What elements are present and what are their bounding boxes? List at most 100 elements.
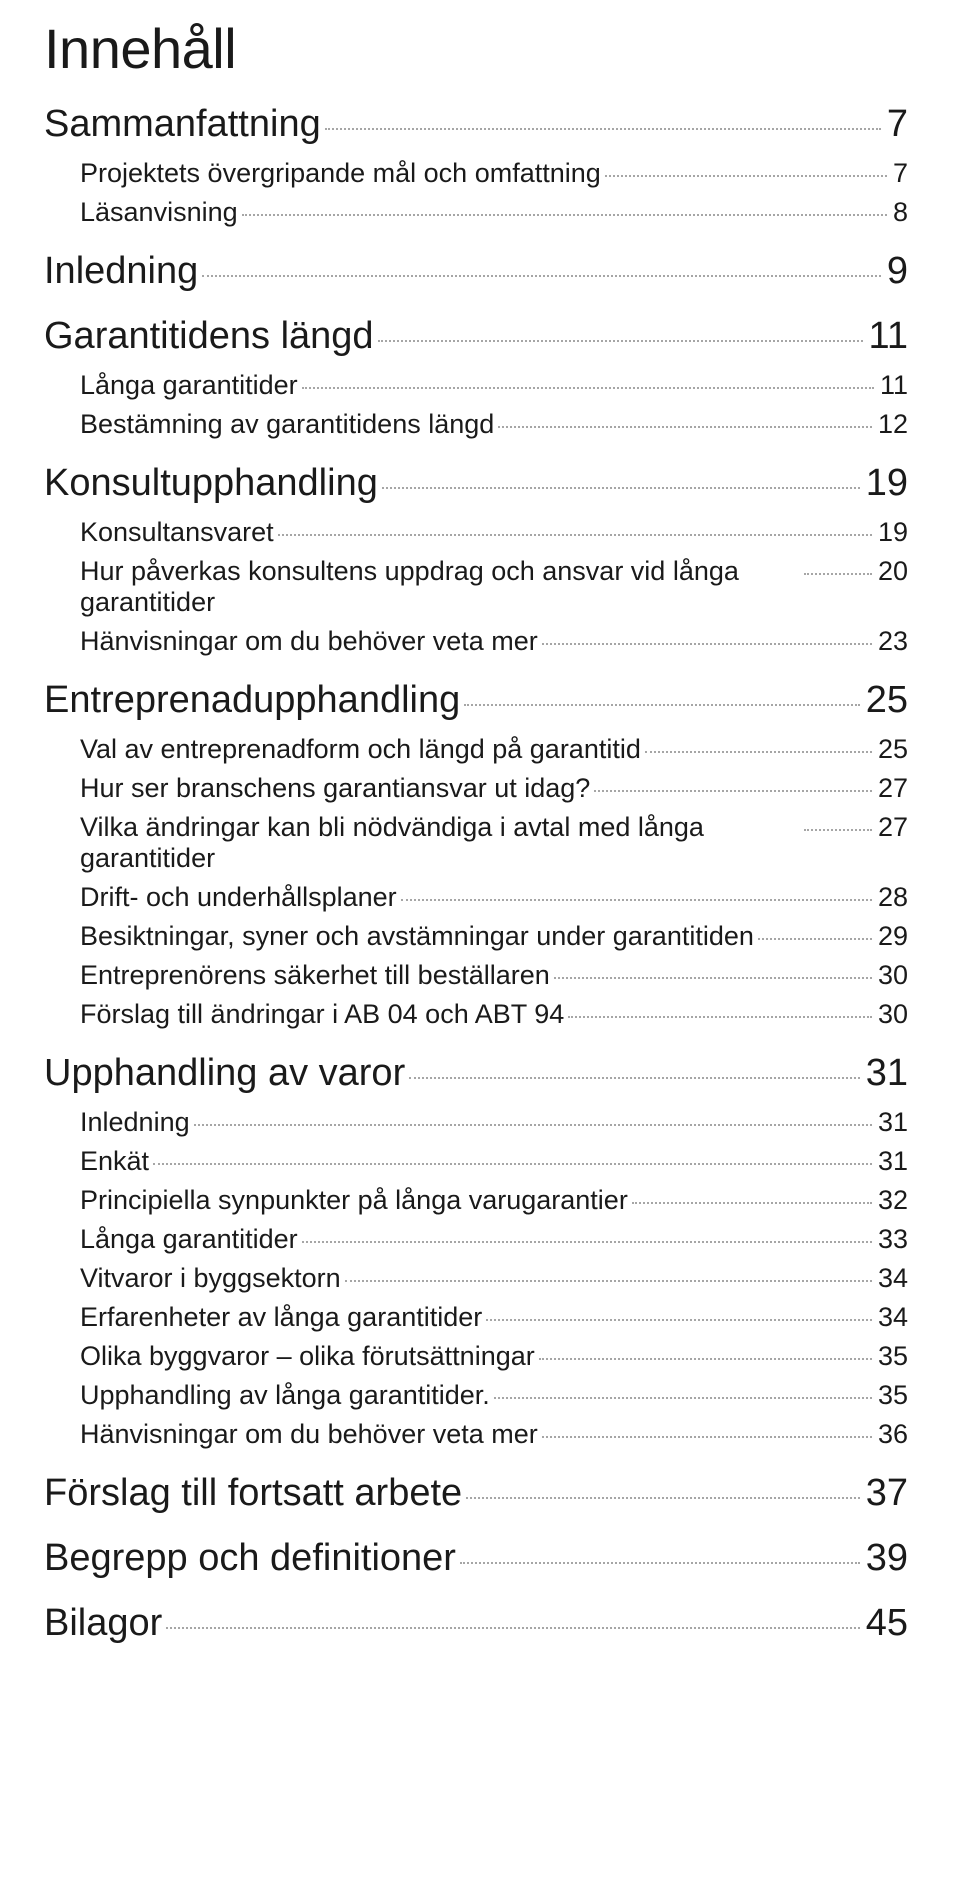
toc-entry[interactable]: Förslag till fortsatt arbete37 bbox=[44, 1472, 908, 1515]
toc-entry[interactable]: Sammanfattning 7 bbox=[44, 103, 908, 146]
toc-entry-page: 31 bbox=[866, 1052, 908, 1095]
toc-entry-label: Entreprenadupphandling bbox=[44, 679, 460, 722]
toc-entry-page: 28 bbox=[878, 882, 908, 913]
toc-leader bbox=[278, 534, 872, 536]
toc-entry-page: 23 bbox=[878, 626, 908, 657]
toc-entry-label: Förslag till fortsatt arbete bbox=[44, 1472, 462, 1515]
toc-entry-page: 36 bbox=[878, 1419, 908, 1450]
toc-entry-page: 30 bbox=[878, 960, 908, 991]
toc-entry[interactable]: Vitvaror i byggsektorn34 bbox=[44, 1263, 908, 1294]
toc-entry[interactable]: Garantitidens längd11 bbox=[44, 315, 908, 358]
toc-entry-page: 11 bbox=[869, 315, 908, 358]
toc-entry-label: Entreprenörens säkerhet till beställaren bbox=[80, 960, 550, 991]
toc-leader bbox=[486, 1319, 872, 1321]
toc-entry[interactable]: Entreprenörens säkerhet till beställaren… bbox=[44, 960, 908, 991]
toc-entry-label: Begrepp och definitioner bbox=[44, 1537, 456, 1580]
toc-entry-page: 34 bbox=[878, 1302, 908, 1333]
toc-entry-page: 45 bbox=[866, 1602, 908, 1645]
toc-entry[interactable]: Långa garantitider11 bbox=[44, 370, 908, 401]
toc-entry[interactable]: Principiella synpunkter på långa varugar… bbox=[44, 1185, 908, 1216]
toc-leader bbox=[378, 340, 863, 342]
toc-entry[interactable]: Bilagor45 bbox=[44, 1602, 908, 1645]
toc-leader bbox=[325, 128, 881, 130]
toc-entry-label: Hur ser branschens garantiansvar ut idag… bbox=[80, 773, 590, 804]
toc-entry-label: Projektets övergripande mål och omfattni… bbox=[80, 158, 601, 189]
toc-entry[interactable]: Besiktningar, syner och avstämningar und… bbox=[44, 921, 908, 952]
toc-entry-label: Enkät bbox=[80, 1146, 149, 1177]
toc-entry[interactable]: Val av entreprenadform och längd på gara… bbox=[44, 734, 908, 765]
toc-entry[interactable]: Begrepp och definitioner 39 bbox=[44, 1537, 908, 1580]
toc-leader bbox=[302, 387, 874, 389]
toc-entry[interactable]: Upphandling av varor 31 bbox=[44, 1052, 908, 1095]
toc-entry-page: 19 bbox=[878, 517, 908, 548]
toc-leader bbox=[409, 1077, 859, 1079]
toc-entry-label: Upphandling av varor bbox=[44, 1052, 405, 1095]
toc-entry-page: 25 bbox=[878, 734, 908, 765]
toc-entry-label: Hur påverkas konsultens uppdrag och ansv… bbox=[80, 556, 800, 618]
toc-entry[interactable]: Bestämning av garantitidens längd 12 bbox=[44, 409, 908, 440]
toc-entry[interactable]: Hur ser branschens garantiansvar ut idag… bbox=[44, 773, 908, 804]
toc-entry-page: 39 bbox=[866, 1537, 908, 1580]
toc-leader bbox=[302, 1241, 872, 1243]
toc-entry-label: Förslag till ändringar i AB 04 och ABT 9… bbox=[80, 999, 564, 1030]
toc-entry[interactable]: Vilka ändringar kan bli nödvändiga i avt… bbox=[44, 812, 908, 874]
toc-entry-page: 30 bbox=[878, 999, 908, 1030]
toc-entry-label: Drift- och underhållsplaner bbox=[80, 882, 397, 913]
toc-leader bbox=[202, 275, 881, 277]
toc-entry[interactable]: Erfarenheter av långa garantitider 34 bbox=[44, 1302, 908, 1333]
toc-leader bbox=[542, 1436, 872, 1438]
toc-leader bbox=[345, 1280, 872, 1282]
toc-entry[interactable]: Olika byggvaror – olika förutsättningar 3… bbox=[44, 1341, 908, 1372]
toc-entry-page: 27 bbox=[878, 773, 908, 804]
toc-entry-page: 7 bbox=[887, 103, 908, 146]
toc-entry[interactable]: Inledning31 bbox=[44, 1107, 908, 1138]
page-title: Innehåll bbox=[44, 16, 908, 81]
toc-leader bbox=[401, 899, 872, 901]
toc-entry[interactable]: Entreprenadupphandling25 bbox=[44, 679, 908, 722]
toc-leader bbox=[494, 1397, 872, 1399]
toc-entry[interactable]: Upphandling av långa garantitider.35 bbox=[44, 1380, 908, 1411]
toc-entry[interactable]: Hänvisningar om du behöver veta mer36 bbox=[44, 1419, 908, 1450]
toc-entry[interactable]: Läsanvisning8 bbox=[44, 197, 908, 228]
toc-entry[interactable]: Enkät 31 bbox=[44, 1146, 908, 1177]
toc-entry-page: 20 bbox=[878, 556, 908, 587]
toc-entry[interactable]: Hänvisningar om du behöver veta mer 23 bbox=[44, 626, 908, 657]
toc-entry-label: Vilka ändringar kan bli nödvändiga i avt… bbox=[80, 812, 800, 874]
toc-entry-page: 19 bbox=[866, 462, 908, 505]
toc-entry-label: Inledning bbox=[80, 1107, 190, 1138]
toc-entry-label: Olika byggvaror – olika förutsättningar bbox=[80, 1341, 535, 1372]
toc-entry[interactable]: Inledning9 bbox=[44, 250, 908, 293]
toc-entry-page: 31 bbox=[878, 1146, 908, 1177]
toc-leader bbox=[554, 977, 872, 979]
toc-entry[interactable]: Hur påverkas konsultens uppdrag och ansv… bbox=[44, 556, 908, 618]
toc-entry[interactable]: Förslag till ändringar i AB 04 och ABT 9… bbox=[44, 999, 908, 1030]
toc-leader bbox=[568, 1016, 872, 1018]
toc-entry-label: Principiella synpunkter på långa varugar… bbox=[80, 1185, 628, 1216]
toc-entry-label: Val av entreprenadform och längd på gara… bbox=[80, 734, 641, 765]
toc-entry[interactable]: Konsultansvaret19 bbox=[44, 517, 908, 548]
toc-entry[interactable]: Långa garantitider 33 bbox=[44, 1224, 908, 1255]
toc-leader bbox=[804, 829, 872, 831]
toc-leader bbox=[194, 1124, 872, 1126]
toc-entry-page: 35 bbox=[878, 1341, 908, 1372]
toc-entry-page: 35 bbox=[878, 1380, 908, 1411]
toc-entry-label: Erfarenheter av långa garantitider bbox=[80, 1302, 482, 1333]
toc-entry-page: 33 bbox=[878, 1224, 908, 1255]
toc-leader bbox=[539, 1358, 872, 1360]
toc-leader bbox=[460, 1562, 860, 1564]
toc-entry-label: Hänvisningar om du behöver veta mer bbox=[80, 626, 538, 657]
toc-leader bbox=[594, 790, 872, 792]
toc-entry-label: Besiktningar, syner och avstämningar und… bbox=[80, 921, 754, 952]
toc-leader bbox=[242, 214, 887, 216]
toc-entry[interactable]: Projektets övergripande mål och omfattni… bbox=[44, 158, 908, 189]
toc-entry-label: Sammanfattning bbox=[44, 103, 321, 146]
toc-entry-label: Långa garantitider bbox=[80, 1224, 298, 1255]
toc-entry-label: Bestämning av garantitidens längd bbox=[80, 409, 494, 440]
toc-entry[interactable]: Drift- och underhållsplaner 28 bbox=[44, 882, 908, 913]
toc-entry-page: 12 bbox=[878, 409, 908, 440]
toc-leader bbox=[605, 175, 887, 177]
toc-leader bbox=[645, 751, 872, 753]
toc-entry-label: Långa garantitider bbox=[80, 370, 298, 401]
toc-entry[interactable]: Konsultupphandling19 bbox=[44, 462, 908, 505]
toc-entry-page: 9 bbox=[887, 250, 908, 293]
